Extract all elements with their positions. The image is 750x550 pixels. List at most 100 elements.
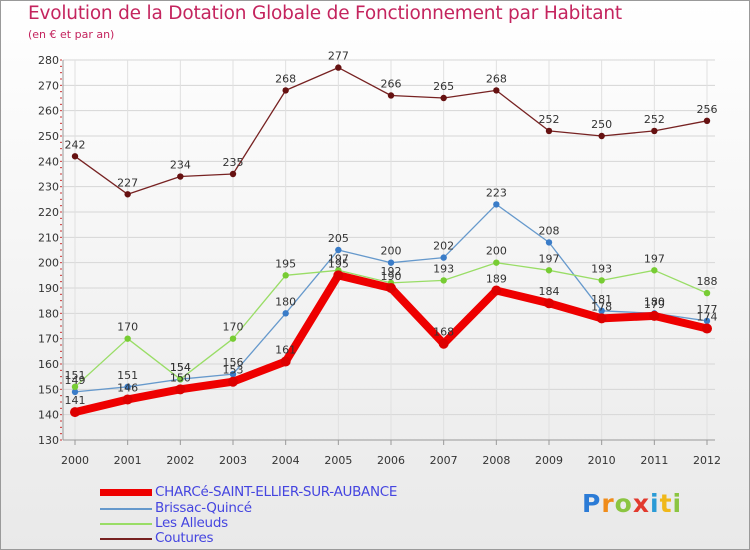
legend-label-coutures: Coutures bbox=[155, 530, 214, 546]
y-tick-label: 200 bbox=[38, 257, 59, 270]
legend-swatch-alleuds bbox=[100, 523, 152, 525]
data-label-brissac: 151 bbox=[117, 369, 138, 382]
legend-item-alleuds: Les Alleuds bbox=[100, 515, 520, 531]
data-label-alleuds: 192 bbox=[381, 265, 402, 278]
data-label-coutures: 242 bbox=[65, 138, 86, 151]
legend-label-brissac: Brissac-Quincé bbox=[155, 500, 252, 516]
y-tick-label: 170 bbox=[38, 333, 59, 346]
data-point-charce bbox=[175, 384, 186, 395]
legend-swatch-coutures bbox=[100, 538, 152, 540]
data-label-charce: 146 bbox=[117, 381, 138, 394]
x-tick-label: 2001 bbox=[114, 454, 142, 467]
data-label-coutures: 268 bbox=[275, 72, 296, 85]
data-label-alleuds: 170 bbox=[223, 321, 244, 334]
data-label-coutures: 256 bbox=[697, 103, 718, 116]
y-tick-label: 180 bbox=[38, 307, 59, 320]
data-point-alleuds bbox=[177, 376, 184, 383]
data-label-coutures: 266 bbox=[381, 77, 402, 90]
data-label-coutures: 235 bbox=[223, 156, 244, 169]
x-tick-label: 2005 bbox=[324, 454, 352, 467]
data-point-charce bbox=[333, 270, 344, 281]
data-label-coutures: 252 bbox=[644, 113, 665, 126]
data-point-coutures bbox=[229, 170, 237, 178]
x-tick-label: 2002 bbox=[166, 454, 194, 467]
data-point-alleuds bbox=[598, 277, 605, 284]
data-point-coutures bbox=[335, 64, 342, 71]
data-point-coutures bbox=[703, 117, 711, 125]
y-tick-label: 230 bbox=[38, 181, 59, 194]
data-label-alleuds: 197 bbox=[539, 252, 560, 265]
data-point-charce bbox=[491, 285, 502, 296]
data-label-coutures: 250 bbox=[591, 118, 612, 131]
data-point-coutures bbox=[177, 173, 184, 180]
data-point-coutures bbox=[545, 127, 553, 135]
data-label-charce: 179 bbox=[644, 298, 665, 311]
data-label-brissac: 156 bbox=[223, 356, 244, 369]
data-label-brissac: 177 bbox=[697, 303, 718, 316]
proxiti-logo: Proxiti bbox=[582, 489, 683, 518]
data-point-coutures bbox=[493, 87, 500, 94]
data-label-coutures: 227 bbox=[117, 176, 138, 189]
data-point-brissac bbox=[229, 370, 237, 378]
y-tick-label: 190 bbox=[38, 282, 59, 295]
x-tick-label: 2006 bbox=[377, 454, 405, 467]
data-label-charce: 161 bbox=[275, 343, 296, 356]
y-tick-label: 250 bbox=[38, 130, 59, 143]
data-label-charce: 153 bbox=[223, 364, 244, 377]
data-label-brissac: 180 bbox=[644, 295, 665, 308]
data-point-charce bbox=[280, 356, 291, 367]
data-point-charce bbox=[649, 310, 660, 321]
y-tick-label: 150 bbox=[38, 383, 59, 396]
data-point-coutures bbox=[387, 92, 395, 99]
y-tick-label: 210 bbox=[38, 231, 59, 244]
data-point-alleuds bbox=[703, 289, 711, 297]
data-point-brissac bbox=[703, 317, 711, 325]
y-tick-label: 220 bbox=[38, 206, 59, 219]
data-label-brissac: 208 bbox=[539, 224, 560, 237]
data-label-brissac: 200 bbox=[381, 245, 402, 258]
data-label-alleuds: 188 bbox=[697, 275, 718, 288]
data-point-alleuds bbox=[229, 335, 237, 342]
data-label-charce: 190 bbox=[381, 270, 402, 283]
legend-label-charce: CHARCé-SAINT-ELLIER-SUR-AUBANCE bbox=[155, 484, 398, 500]
data-point-charce bbox=[386, 283, 396, 293]
data-point-brissac bbox=[440, 254, 447, 261]
data-point-alleuds bbox=[440, 277, 447, 284]
data-point-alleuds bbox=[493, 259, 500, 266]
data-point-charce bbox=[702, 323, 712, 334]
y-tick-label: 140 bbox=[38, 409, 59, 422]
data-label-alleuds: 197 bbox=[328, 252, 349, 265]
x-tick-label: 2000 bbox=[61, 454, 89, 467]
data-label-alleuds: 195 bbox=[275, 257, 296, 270]
data-point-brissac bbox=[493, 201, 500, 208]
data-point-charce bbox=[70, 407, 80, 418]
data-label-charce: 184 bbox=[539, 285, 560, 298]
data-point-brissac bbox=[282, 310, 289, 317]
y-tick-label: 130 bbox=[38, 434, 59, 447]
data-point-charce bbox=[438, 338, 449, 349]
data-label-charce: 150 bbox=[170, 371, 191, 384]
data-point-charce bbox=[544, 298, 554, 309]
data-point-brissac bbox=[545, 239, 553, 246]
legend-item-coutures: Coutures bbox=[100, 530, 520, 546]
data-point-alleuds bbox=[282, 272, 289, 279]
data-point-charce bbox=[228, 376, 238, 387]
data-point-alleuds bbox=[545, 267, 553, 274]
data-label-coutures: 268 bbox=[486, 72, 507, 85]
data-label-charce: 168 bbox=[433, 326, 454, 339]
data-label-charce: 178 bbox=[591, 300, 612, 313]
data-label-charce: 189 bbox=[486, 273, 507, 286]
data-label-alleuds: 193 bbox=[591, 262, 612, 275]
x-tick-label: 2007 bbox=[430, 454, 458, 467]
data-label-charce: 141 bbox=[65, 394, 86, 407]
data-label-brissac: 205 bbox=[328, 232, 349, 245]
legend-item-brissac: Brissac-Quincé bbox=[100, 500, 520, 516]
y-tick-label: 160 bbox=[38, 358, 59, 371]
data-label-brissac: 181 bbox=[591, 293, 612, 306]
data-point-coutures bbox=[598, 132, 605, 140]
legend-swatch-brissac bbox=[100, 508, 152, 510]
data-label-coutures: 265 bbox=[433, 80, 454, 93]
y-tick-label: 280 bbox=[38, 54, 59, 67]
x-tick-label: 2003 bbox=[219, 454, 247, 467]
